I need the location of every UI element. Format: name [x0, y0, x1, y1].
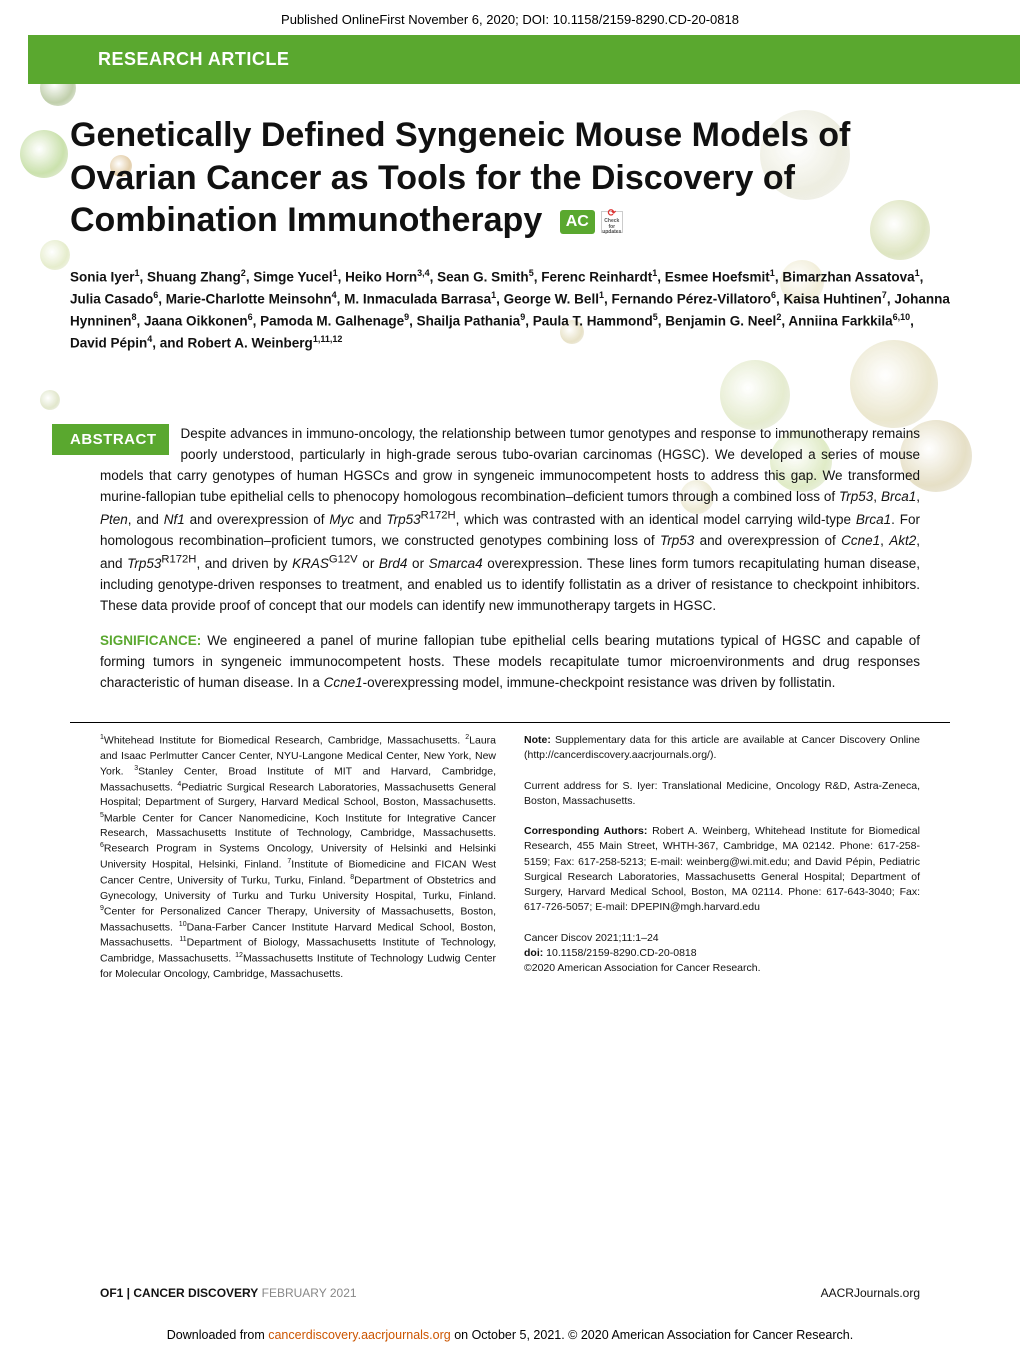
affiliations-block: 1Whitehead Institute for Biomedical Rese…: [70, 722, 950, 982]
article-title: Genetically Defined Syngeneic Mouse Mode…: [70, 114, 950, 242]
abstract-body: ABSTRACT Despite advances in immuno-onco…: [100, 424, 920, 617]
author-list: Sonia Iyer1, Shuang Zhang2, Simge Yucel1…: [70, 266, 950, 354]
page-footer-left: OF1 | CANCER DISCOVERY FEBRUARY 2021: [100, 1286, 357, 1300]
page-footer-right: AACRJournals.org: [821, 1286, 920, 1300]
abstract-label: ABSTRACT: [52, 424, 169, 455]
download-link[interactable]: cancerdiscovery.aacrjournals.org: [268, 1328, 451, 1342]
abstract-section: ABSTRACT Despite advances in immuno-onco…: [70, 424, 950, 694]
doi-header: Published OnlineFirst November 6, 2020; …: [0, 0, 1020, 35]
download-note: Downloaded from cancerdiscovery.aacrjour…: [120, 1327, 900, 1345]
significance-text: We engineered a panel of murine fallopia…: [100, 633, 920, 690]
main-content: Genetically Defined Syngeneic Mouse Mode…: [0, 114, 1020, 982]
abstract-text: Despite advances in immuno-oncology, the…: [100, 426, 920, 613]
section-bar: RESEARCH ARTICLE: [28, 35, 1020, 84]
download-prefix: Downloaded from: [167, 1328, 268, 1342]
title-badges: AC ⟳ Check for updates: [560, 210, 623, 234]
check-updates-badge[interactable]: ⟳ Check for updates: [601, 211, 623, 233]
download-suffix: on October 5, 2021. © 2020 American Asso…: [451, 1328, 853, 1342]
open-access-badge: AC: [560, 210, 595, 234]
notes-column: Note: Supplementary data for this articl…: [524, 733, 920, 982]
page-footer: OF1 | CANCER DISCOVERY FEBRUARY 2021 AAC…: [100, 1286, 920, 1300]
affiliations-column: 1Whitehead Institute for Biomedical Rese…: [100, 733, 496, 982]
significance-paragraph: SIGNIFICANCE: We engineered a panel of m…: [100, 631, 920, 694]
significance-label: SIGNIFICANCE:: [100, 633, 201, 648]
title-text: Genetically Defined Syngeneic Mouse Mode…: [70, 116, 850, 239]
